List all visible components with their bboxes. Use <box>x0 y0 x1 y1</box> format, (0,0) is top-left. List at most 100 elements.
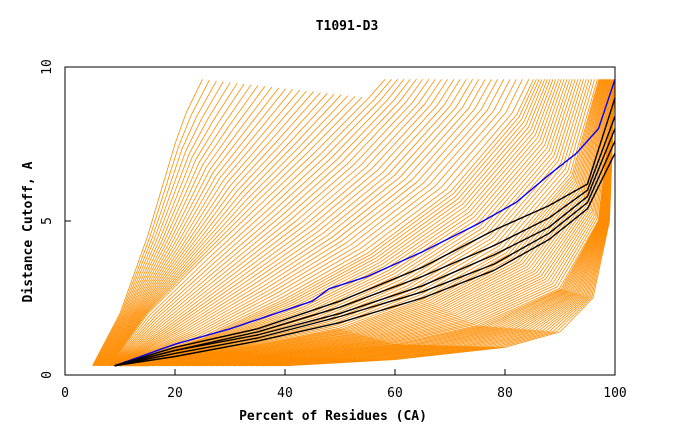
series-line-0-103 <box>192 79 616 367</box>
series-line-0-80 <box>129 79 605 367</box>
series-line-0-97 <box>157 79 616 367</box>
series-line-0-13 <box>101 89 293 367</box>
series-line-0-100 <box>175 79 616 367</box>
ticks-layer: 0 20 40 60 80 100 0 5 10 <box>40 59 627 401</box>
series-line-0-39 <box>115 79 480 367</box>
series-line-0-74 <box>122 79 601 367</box>
series-line-0-79 <box>128 79 605 367</box>
series-line-0-68 <box>119 79 590 367</box>
series-line-0-27 <box>110 79 405 367</box>
series-line-0-94 <box>146 79 615 367</box>
series-line-2-3 <box>114 140 616 367</box>
series-line-0-2 <box>93 80 217 366</box>
y-tick-label-1: 5 <box>40 217 55 225</box>
series-line-0-18 <box>104 93 328 367</box>
series-line-0-70 <box>119 79 595 367</box>
series-line-0-16 <box>103 91 314 367</box>
series-line-0-7 <box>97 84 252 367</box>
series-line-0-113 <box>250 79 616 367</box>
series-line-0-49 <box>119 79 537 367</box>
x-tick-label-5: 100 <box>603 386 626 401</box>
x-axis-label: Percent of Residues (CA) <box>239 409 427 424</box>
series-line-0-85 <box>135 79 609 367</box>
y-tick-label-0: 0 <box>40 371 55 379</box>
series-line-0-73 <box>121 79 600 367</box>
series-line-0-6 <box>96 83 245 366</box>
series-line-0-38 <box>115 79 473 367</box>
series-line-0-8 <box>97 85 259 367</box>
series-line-0-0 <box>92 79 203 366</box>
series-line-0-110 <box>232 79 616 367</box>
series-line-0-89 <box>140 79 612 367</box>
x-tick-label-3: 60 <box>387 386 403 401</box>
series-line-2-0 <box>114 97 616 367</box>
series-line-0-30 <box>111 79 424 367</box>
series-line-0-22 <box>107 96 356 367</box>
series-line-0-33 <box>113 79 442 367</box>
series-line-0-53 <box>119 79 548 367</box>
series-line-0-78 <box>127 79 604 367</box>
series-line-0-45 <box>118 79 517 367</box>
series-line-0-34 <box>113 79 448 367</box>
series-line-0-60 <box>119 79 568 367</box>
series-line-0-59 <box>119 79 565 367</box>
series-line-0-71 <box>119 79 598 367</box>
series-line-0-86 <box>136 79 609 367</box>
series-line-0-50 <box>119 79 540 367</box>
series-line-0-1 <box>92 79 210 366</box>
series-line-0-63 <box>119 79 576 367</box>
series-line-0-17 <box>103 92 321 367</box>
series-line-0-43 <box>117 79 505 367</box>
series-line-0-82 <box>132 79 607 367</box>
series-line-0-48 <box>119 79 534 367</box>
series-line-0-42 <box>117 79 498 367</box>
series-line-2-2 <box>114 128 616 367</box>
series-line-0-37 <box>114 79 467 367</box>
series-line-0-23 <box>108 96 363 367</box>
series-line-0-54 <box>119 79 551 367</box>
series-line-0-14 <box>101 89 300 367</box>
series-line-0-36 <box>114 79 461 367</box>
series-line-0-10 <box>99 86 273 367</box>
y-axis-label: Distance Cutoff, A <box>21 161 36 302</box>
series-line-0-41 <box>116 79 492 367</box>
series-line-0-102 <box>186 79 616 367</box>
x-tick-label-0: 0 <box>61 386 69 401</box>
series-line-0-75 <box>124 79 602 367</box>
y-tick-label-2: 10 <box>40 59 55 75</box>
series-line-0-72 <box>120 79 600 367</box>
series-line-0-24 <box>108 79 386 367</box>
series-line-0-91 <box>142 79 613 367</box>
series-line-0-26 <box>109 79 399 367</box>
series-line-0-92 <box>143 79 614 367</box>
series-line-0-32 <box>112 79 436 367</box>
series-line-0-76 <box>125 79 603 367</box>
series-line-0-46 <box>119 79 523 367</box>
series-line-2-1 <box>114 116 616 367</box>
series-line-0-4 <box>94 82 231 366</box>
x-tick-label-1: 20 <box>167 386 183 401</box>
series-line-0-25 <box>109 79 392 367</box>
series-line-0-21 <box>106 95 349 367</box>
series-line-0-77 <box>126 79 603 367</box>
series-line-0-5 <box>95 82 238 366</box>
series-line-0-98 <box>163 79 616 367</box>
series-line-0-31 <box>112 79 430 367</box>
x-tick-label-2: 40 <box>277 386 293 401</box>
series-line-2-4 <box>114 152 616 367</box>
series-line-0-83 <box>133 79 607 367</box>
series-line-0-11 <box>99 87 280 367</box>
series-line-0-44 <box>118 79 511 367</box>
series-line-0-9 <box>98 86 266 367</box>
plot-frame <box>64 66 616 376</box>
series-line-0-20 <box>106 94 342 367</box>
chart-title: T1091-D3 <box>316 19 379 34</box>
series-line-0-64 <box>119 79 579 367</box>
series-line-0-84 <box>134 79 608 367</box>
series-line-0-19 <box>105 93 335 367</box>
series-line-0-40 <box>116 79 486 367</box>
series-line-0-35 <box>113 79 455 367</box>
series-line-0-29 <box>111 79 417 367</box>
series-line-0-28 <box>110 79 411 367</box>
